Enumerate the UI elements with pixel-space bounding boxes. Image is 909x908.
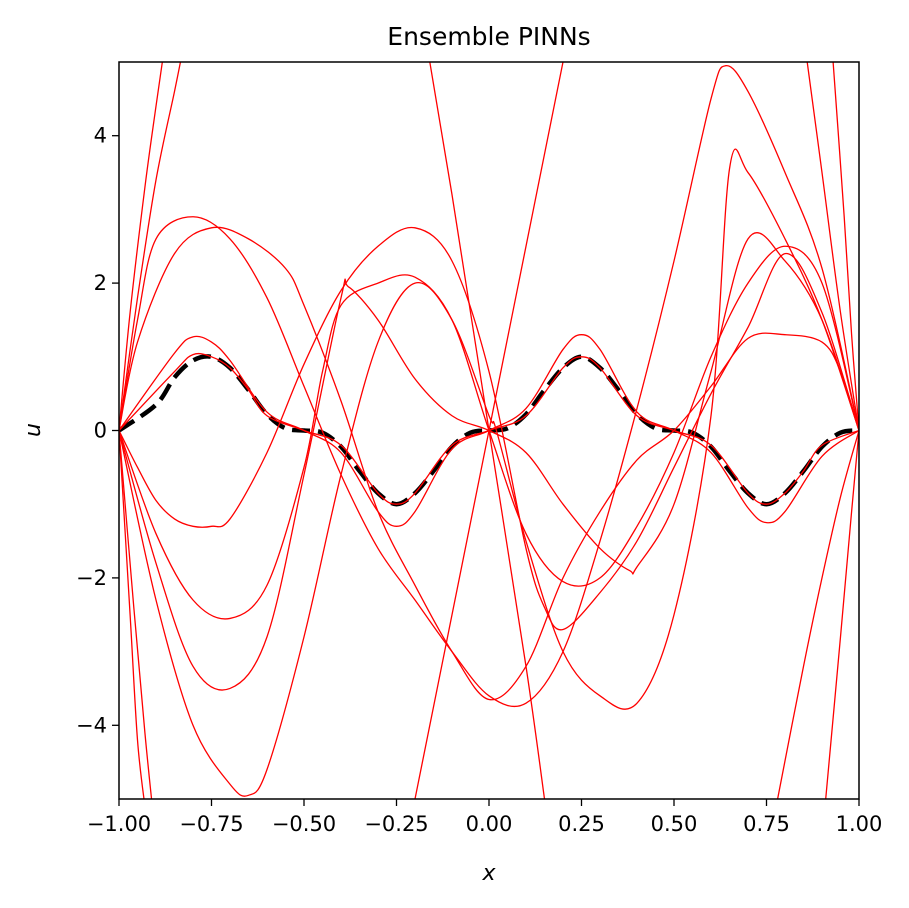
ensemble-member-line-11 (119, 62, 163, 431)
reference-solution-line (119, 354, 859, 507)
ensemble-member-line-4 (119, 226, 859, 631)
ensemble-member-line-16 (806, 62, 859, 431)
ensemble-member-line-6 (119, 232, 859, 691)
y-axis-ticks: −4 −2 0 2 4 (76, 124, 119, 737)
x-axis-ticks: −1.00 −0.75 −0.50 −0.25 0.00 0.25 0.50 0.75 1.00 (87, 799, 883, 836)
ensemble-member-line-5 (119, 245, 859, 620)
x-tick-label: 0.00 (466, 812, 513, 836)
x-tick-label: 0.25 (558, 812, 605, 836)
ensemble-member-line-9 (119, 62, 182, 431)
x-tick-label: 1.00 (836, 812, 883, 836)
x-axis-label: x (481, 861, 496, 886)
y-tick-label: −2 (76, 566, 107, 590)
y-tick-label: 0 (94, 419, 107, 443)
x-tick-label: −0.50 (272, 812, 336, 836)
ensemble-member-line-12 (119, 430, 145, 799)
y-tick-label: 4 (94, 124, 107, 148)
x-tick-label: −0.25 (364, 812, 428, 836)
ensemble-member-line-10 (119, 430, 153, 799)
ensemble-member-line-17 (825, 430, 859, 799)
ensemble-member-line-3 (119, 226, 859, 701)
x-tick-label: −1.00 (87, 812, 151, 836)
chart-title: Ensemble PINNs (387, 22, 590, 51)
x-tick-label: 0.50 (651, 812, 698, 836)
ensemble-member-line-14 (429, 62, 546, 799)
x-tick-label: −0.75 (179, 812, 243, 836)
ensemble-member-line-7 (119, 148, 859, 797)
x-tick-label: 0.75 (743, 812, 790, 836)
y-tick-label: −4 (76, 713, 107, 737)
ensemble-member-line-15 (776, 430, 859, 799)
plot-series-layer (119, 62, 859, 799)
ensemble-member-line-8 (119, 65, 859, 708)
y-tick-label: 2 (94, 271, 107, 295)
y-axis-label: u (21, 423, 46, 437)
ensemble-member-line-18 (832, 62, 859, 431)
